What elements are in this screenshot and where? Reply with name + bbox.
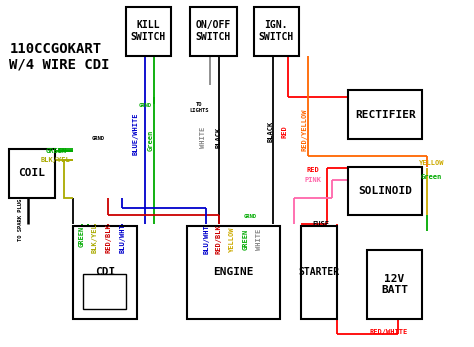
- Text: RED/WHITE: RED/WHITE: [370, 329, 408, 336]
- FancyBboxPatch shape: [348, 90, 422, 139]
- FancyBboxPatch shape: [301, 226, 337, 319]
- Text: KILL
SWITCH: KILL SWITCH: [130, 20, 166, 42]
- Text: RED/BLK: RED/BLK: [105, 223, 111, 253]
- Text: ON/OFF
SWITCH: ON/OFF SWITCH: [196, 20, 231, 42]
- FancyBboxPatch shape: [73, 226, 137, 319]
- Text: Green: Green: [421, 174, 442, 180]
- Text: SOLINOID: SOLINOID: [358, 186, 412, 196]
- FancyBboxPatch shape: [367, 250, 422, 319]
- FancyBboxPatch shape: [9, 149, 55, 198]
- Text: IGN.
SWITCH: IGN. SWITCH: [258, 20, 294, 42]
- Text: TO SPARK PLUG: TO SPARK PLUG: [18, 199, 23, 242]
- Text: COIL: COIL: [18, 169, 46, 178]
- FancyBboxPatch shape: [187, 226, 280, 319]
- FancyBboxPatch shape: [83, 274, 126, 309]
- FancyBboxPatch shape: [126, 7, 171, 56]
- Text: RED: RED: [282, 126, 287, 138]
- Text: BLK/YEL: BLK/YEL: [92, 223, 98, 253]
- Text: GREEN: GREEN: [243, 229, 248, 250]
- Text: BLACK: BLACK: [267, 121, 273, 143]
- Text: Green: Green: [148, 130, 154, 151]
- Text: BLK/YEL: BLK/YEL: [41, 157, 71, 163]
- Text: YELLOW: YELLOW: [229, 227, 235, 252]
- Text: ENGINE: ENGINE: [213, 268, 254, 277]
- Text: STARTER: STARTER: [298, 268, 339, 277]
- Text: BLU/WHT: BLU/WHT: [119, 223, 125, 253]
- Text: FUSE: FUSE: [312, 221, 329, 227]
- Text: WHITE: WHITE: [200, 126, 206, 148]
- Text: 12V
BATT: 12V BATT: [381, 274, 408, 295]
- Text: RECTIFIER: RECTIFIER: [355, 110, 416, 119]
- Text: GRND: GRND: [139, 103, 152, 108]
- Text: BLUE/WHITE: BLUE/WHITE: [133, 112, 138, 155]
- Text: 110CCGOKART
W/4 WIRE CDI: 110CCGOKART W/4 WIRE CDI: [9, 42, 110, 72]
- Text: GREEN: GREEN: [79, 225, 85, 247]
- FancyBboxPatch shape: [190, 7, 237, 56]
- Text: RED: RED: [307, 167, 319, 173]
- Text: CDI: CDI: [95, 268, 116, 277]
- Text: GREEN: GREEN: [46, 148, 66, 154]
- Text: GRND: GRND: [244, 214, 257, 219]
- Text: BLACK: BLACK: [216, 126, 222, 148]
- Text: PINK: PINK: [304, 177, 321, 184]
- Text: RED/BLK: RED/BLK: [216, 225, 222, 254]
- Text: GRND: GRND: [91, 136, 105, 141]
- Text: RED/YELLOW: RED/YELLOW: [301, 109, 307, 151]
- Text: WHITE: WHITE: [256, 229, 262, 250]
- Text: BLU/WHT: BLU/WHT: [203, 225, 209, 254]
- FancyBboxPatch shape: [254, 7, 299, 56]
- Text: TO
LIGHTS: TO LIGHTS: [189, 102, 209, 113]
- Text: YELLOW: YELLOW: [419, 160, 444, 166]
- FancyBboxPatch shape: [348, 167, 422, 215]
